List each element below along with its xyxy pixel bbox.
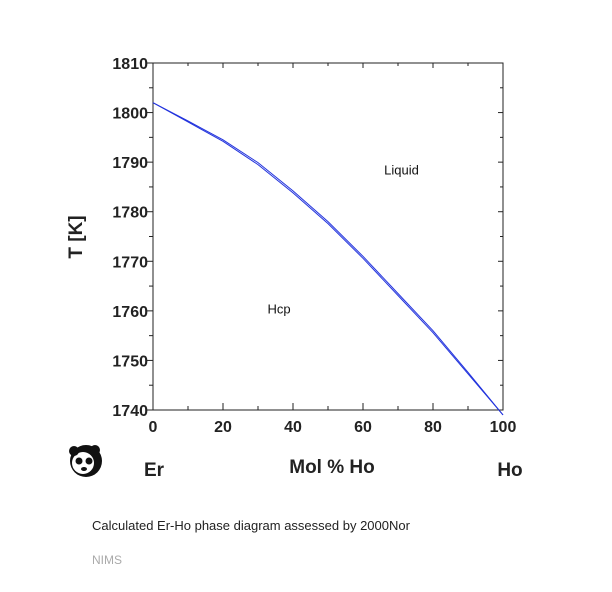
axis-ticks: 1740 1750 1760 1770 1780 1790 1800 1810 0 20 40 60 8… — [112, 56, 516, 436]
y-tick-label: 1780 — [112, 205, 148, 222]
liquidus-line — [152, 102, 504, 416]
region-label-hcp: Hcp — [267, 301, 290, 316]
x-tick-label: 0 — [149, 419, 158, 436]
labels-layer: Liquid Hcp — [267, 163, 418, 317]
y-tick-label: 1760 — [112, 304, 148, 321]
y-tick-label: 1810 — [112, 56, 148, 73]
y-tick-label: 1740 — [112, 403, 148, 420]
y-tick-label: 1750 — [112, 353, 148, 370]
figure-caption: Calculated Er-Ho phase diagram assessed … — [92, 518, 410, 533]
x-tick-label: 100 — [490, 419, 517, 436]
x-tick-label: 40 — [284, 419, 302, 436]
plot-frame — [152, 62, 504, 411]
y-tick-label: 1790 — [112, 155, 148, 172]
y-tick-label: 1800 — [112, 106, 148, 123]
x-tick-label: 80 — [424, 419, 442, 436]
source-label: NIMS — [92, 553, 122, 567]
region-label-liquid: Liquid — [384, 163, 419, 178]
x-axis-right-end-label: Ho — [497, 460, 522, 481]
y-tick-label: 1770 — [112, 254, 148, 271]
y-axis-title: T [K] — [66, 215, 87, 258]
x-tick-label: 20 — [214, 419, 232, 436]
solidus-line — [152, 102, 504, 416]
x-axis-left-end-label: Er — [144, 460, 165, 481]
panda-logo-icon — [69, 445, 102, 477]
series-layer — [152, 102, 504, 416]
x-axis-title: Mol % Ho — [289, 457, 375, 478]
x-tick-label: 60 — [354, 419, 372, 436]
